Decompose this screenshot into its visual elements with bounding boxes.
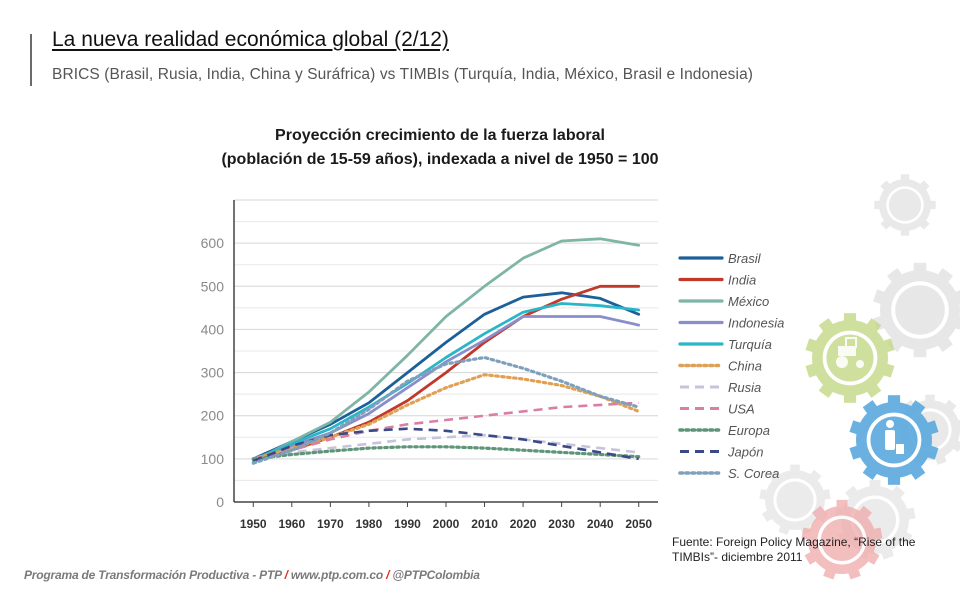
x-tick-labels: 1950 1960 1970 1980 1990 2000 2010 2020 2030 2040…: [240, 502, 652, 531]
chart-title: Proyección crecimiento de la fuerza labo…: [140, 124, 740, 172]
legend-entry: Turquía: [678, 337, 772, 352]
series-line-rusia: [253, 433, 639, 461]
x-tick-label: 1960: [278, 517, 305, 531]
chart-title-line2: (población de 15-59 años), indexada a ni…: [221, 151, 659, 168]
slide-title: La nueva realidad económica global (2/12…: [52, 28, 449, 51]
traveler-icon: [885, 420, 904, 454]
footer-twitter-handle[interactable]: @PTPColombia: [392, 568, 480, 582]
legend-label: México: [728, 294, 769, 309]
legend-label: Japón: [727, 445, 763, 460]
y-tick-label: 0: [216, 494, 224, 510]
series-line-turqu-a: [251, 302, 641, 462]
legend-label: Europa: [728, 423, 770, 438]
slide-subtitle: BRICS (Brasil, Rusia, India, China y Sur…: [52, 66, 754, 83]
gear-gray-small-icon: [874, 174, 936, 236]
legend-entry: Rusia: [680, 380, 761, 395]
legend-entry: México: [678, 294, 769, 309]
footer-website-link[interactable]: www.ptp.com.co: [290, 568, 383, 582]
tractor-icon: [836, 337, 864, 368]
series-lines: [251, 237, 641, 465]
legend-entry: China: [678, 359, 762, 374]
legend-entry: Brasil: [678, 251, 762, 266]
legend-entry: India: [678, 273, 756, 288]
footer: Programa de Transformación Productiva - …: [24, 568, 480, 582]
legend-entry: Europa: [678, 423, 770, 438]
chart-gridlines: [234, 199, 658, 503]
x-tick-label: 1950: [240, 517, 267, 531]
y-tick-label: 400: [201, 321, 225, 337]
y-tick-label: 200: [201, 408, 225, 424]
x-tick-label: 2010: [471, 517, 498, 531]
legend-label: Rusia: [728, 380, 761, 395]
x-tick-label: 1970: [317, 517, 344, 531]
gear-gray-icon: [873, 262, 960, 358]
gear-green-icon: [805, 313, 895, 403]
gear-pink-icon: [801, 499, 883, 580]
x-tick-label: 1980: [356, 517, 383, 531]
x-tick-label: 2000: [433, 517, 460, 531]
y-tick-label: 300: [201, 365, 225, 381]
x-tick-label: 2030: [548, 517, 575, 531]
y-tick-labels: 0 100 200 300 400 500 600: [201, 235, 225, 510]
x-tick-label: 2040: [587, 517, 614, 531]
x-tick-label: 2020: [510, 517, 537, 531]
title-accent-bar: [30, 34, 32, 86]
legend-label: Turquía: [728, 337, 772, 352]
legend-label: Brasil: [728, 251, 762, 266]
y-tick-label: 600: [201, 235, 225, 251]
legend-label: China: [728, 359, 762, 374]
series-line-s-corea: [251, 355, 641, 465]
chart-legend: Brasil India México Indonesia Turquía China Ru…: [678, 251, 784, 481]
gear-gray-icon: [759, 464, 831, 535]
footer-separator-1: /: [284, 568, 288, 582]
series-line-china: [251, 373, 641, 461]
series-line-m-xico: [251, 237, 641, 463]
legend-label: India: [728, 273, 756, 288]
x-tick-label: 1990: [394, 517, 421, 531]
legend-entry: USA: [680, 402, 755, 417]
gear-blue-icon: [849, 395, 939, 485]
legend-label: S. Corea: [728, 466, 779, 481]
legend-entry: Japón: [680, 445, 763, 460]
y-tick-label: 500: [201, 278, 225, 294]
legend-entry: Indonesia: [678, 316, 784, 331]
chart-title-line1: Proyección crecimiento de la fuerza labo…: [275, 127, 605, 144]
x-tick-label: 2050: [625, 517, 652, 531]
legend-label: Indonesia: [728, 316, 784, 331]
series-line-usa: [253, 401, 639, 461]
footer-separator-2: /: [386, 568, 390, 582]
y-tick-label: 100: [201, 451, 225, 467]
legend-entry: S. Corea: [678, 466, 779, 481]
series-line-europa: [251, 445, 641, 461]
footer-program: Programa de Transformación Productiva - …: [24, 568, 282, 582]
legend-label: USA: [728, 402, 755, 417]
source-note: Fuente: Foreign Policy Magazine, “Rise o…: [672, 535, 916, 564]
